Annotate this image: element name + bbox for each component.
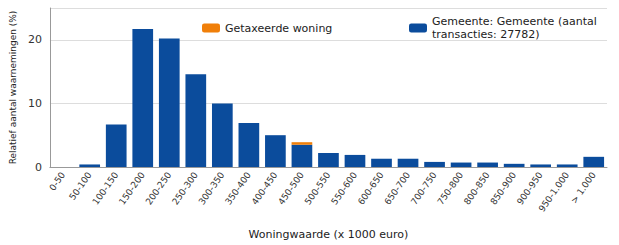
svg-text:850-900: 850-900: [488, 170, 519, 207]
svg-text:Gemeente: Gemeente (aantal: Gemeente: Gemeente (aantal: [432, 15, 600, 28]
svg-text:750-800: 750-800: [435, 170, 466, 207]
svg-text:0-50: 0-50: [47, 170, 67, 193]
svg-text:Getaxeerde woning: Getaxeerde woning: [225, 22, 332, 35]
svg-text:20: 20: [28, 33, 42, 46]
svg-text:900-950: 900-950: [515, 170, 545, 207]
svg-text:300-350: 300-350: [196, 170, 227, 207]
svg-text:100-150: 100-150: [90, 170, 121, 207]
svg-text:0: 0: [35, 161, 42, 174]
svg-text:50-100: 50-100: [67, 170, 94, 202]
svg-text:600-650: 600-650: [355, 170, 386, 207]
svg-text:650-700: 650-700: [382, 170, 413, 207]
svg-text:Relatief aantal waarnemingen (: Relatief aantal waarnemingen (%): [8, 11, 18, 165]
svg-text:150-200: 150-200: [117, 170, 147, 207]
svg-text:250-300: 250-300: [170, 170, 200, 207]
svg-text:450-500: 450-500: [276, 170, 306, 207]
svg-text:transacties: 27782): transacties: 27782): [432, 28, 539, 41]
svg-text:800-850: 800-850: [461, 170, 492, 207]
svg-text:10: 10: [28, 97, 42, 110]
svg-text:550-600: 550-600: [329, 170, 360, 207]
svg-text:> 1.000: > 1.000: [569, 170, 598, 206]
svg-text:500-550: 500-550: [302, 170, 333, 207]
svg-text:200-250: 200-250: [143, 170, 174, 207]
svg-text:350-400: 350-400: [223, 170, 253, 207]
svg-text:950-1.000: 950-1.000: [537, 170, 572, 214]
svg-text:Woningwaarde (x 1000 euro): Woningwaarde (x 1000 euro): [249, 228, 409, 241]
svg-text:400-450: 400-450: [249, 170, 280, 207]
svg-text:700-750: 700-750: [408, 170, 439, 207]
